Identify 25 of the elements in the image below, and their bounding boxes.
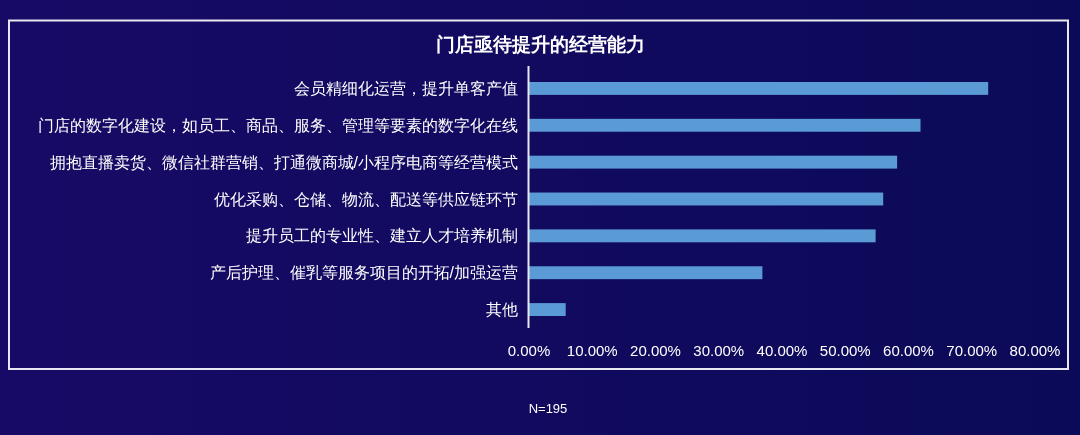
chart-title: 门店亟待提升的经营能力 [435, 34, 645, 55]
y-tick-label: 会员精细化运营，提升单客产值 [294, 80, 518, 98]
x-tick-label: 80.00% [1009, 342, 1061, 359]
x-tick-label: 30.00% [693, 342, 745, 359]
y-tick-label: 产后护理、催乳等服务项目的开拓/加强运营 [209, 264, 518, 282]
y-tick-label: 优化采购、仓储、物流、配送等供应链环节 [214, 190, 518, 208]
bar [529, 118, 921, 132]
x-tick-label: 40.00% [756, 342, 808, 359]
x-tick-label: 70.00% [946, 342, 998, 359]
bar [529, 266, 763, 280]
text: N=195 [528, 401, 568, 416]
bar [529, 192, 884, 206]
y-tick-label: 提升员工的专业性、建立人才培养机制 [246, 227, 518, 245]
x-tick-label: 50.00% [819, 342, 871, 359]
bar [529, 155, 898, 169]
bar [529, 81, 989, 95]
bar [529, 303, 566, 317]
x-tick-label: 20.00% [630, 342, 681, 359]
y-tick-label: 拥抱直播卖货、微信社群营销、打通微商城/小程序电商等经营模式 [49, 153, 518, 171]
x-tick-label: 0.00% [507, 342, 551, 359]
y-tick-label: 其他 [486, 301, 518, 319]
x-tick-label: 10.00% [566, 342, 618, 359]
x-tick-label: 60.00% [883, 342, 934, 359]
bar [529, 229, 876, 243]
y-tick-label: 门店的数字化建设，如员工、商品、服务、管理等要素的数字化在线 [38, 116, 518, 134]
